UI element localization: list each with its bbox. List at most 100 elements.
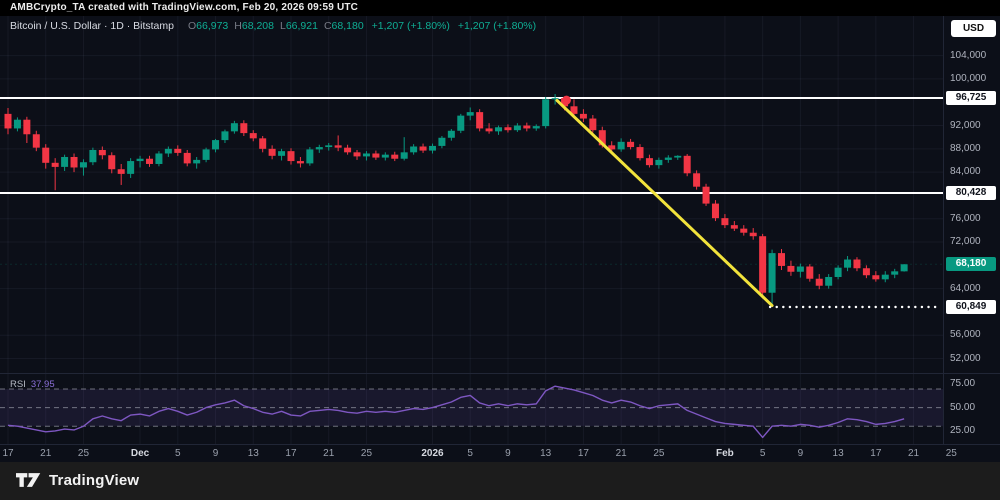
level-price-label: 60,849 [946,300,996,314]
time-tick-label: 13 [832,448,844,459]
candle-body [579,113,587,119]
candle-body [513,125,521,131]
close-value: 68,180 [331,20,364,32]
candle-body [344,147,352,153]
candle-body [730,225,738,229]
price-tick-label: 72,000 [950,236,981,248]
change-value: +1,207 (+1.80%) [371,20,450,32]
candle-body [240,123,248,134]
candle-body [693,173,701,187]
time-tick-label: 5 [467,448,473,459]
candle-body [98,149,106,156]
candle-body [900,264,908,272]
time-tick-label: 25 [653,448,665,459]
candle-body [89,149,97,163]
candle-body [296,161,304,164]
price-tick-label: 52,000 [950,352,981,364]
candle-body [862,268,870,276]
tradingview-brand-text: TradingView [49,471,140,489]
candle-body [249,133,257,139]
candle-body [410,146,418,153]
candle-body [495,127,503,132]
time-axis[interactable]: 17 21 25 Dec 5 9 13 17 21 25 2026 5 9 13 17 21 25 Feb 5 9 13… [0,444,1000,462]
candle-body [51,162,59,167]
tradingview-logo-icon [16,473,41,487]
time-tick-label: 25 [945,448,957,459]
candle-body [32,134,40,148]
candle-body [362,153,370,157]
candle-body [636,147,644,159]
trendline[interactable] [555,98,774,308]
price-tick-label: 76,000 [950,212,981,224]
candle-body [749,232,757,237]
pane-separator[interactable] [0,373,1000,374]
candle-body [466,112,474,116]
candlestick-chart[interactable] [0,0,1000,462]
candle-body [61,156,69,167]
time-tick-label: 17 [2,448,14,459]
candle-body [891,271,899,275]
candle-body [419,146,427,151]
candle-body [504,127,512,131]
candle-body [221,131,229,141]
symbol-legend: Bitcoin / U.S. Dollar · 1D · Bitstamp O66… [10,20,536,32]
last-price-label: 68,180 [946,257,996,272]
candle-body [438,137,446,146]
time-tick-label: 9 [505,448,511,459]
candle-body [268,148,276,156]
level-price-label: 96,725 [946,91,996,105]
time-tick-label: 17 [285,448,297,459]
rsi-name[interactable]: RSI [10,379,26,390]
price-axis[interactable]: 104,000 100,000 96,725 92,000 88,000 84,000 80… [943,16,1000,444]
price-tick-label: 88,000 [950,142,981,154]
attribution-bar: AMBCrypto_TA created with TradingView.co… [0,0,1000,16]
candle-body [796,266,804,272]
candle-body [306,149,314,164]
rsi-line [7,385,905,439]
candle-body [183,152,191,164]
candle-body [334,145,342,148]
candle-body [400,152,408,159]
change-secondary-value: +1,207 (+1.80%) [457,20,537,32]
rsi-legend: RSI 37.95 [10,379,55,390]
candle-body [372,153,380,158]
price-tick-label: 100,000 [950,72,987,84]
candle-body [844,259,852,268]
price-tick-label: 84,000 [950,166,981,178]
time-tick-label: 17 [870,448,882,459]
candle-body [815,278,823,286]
candle-body [523,125,531,129]
marker-dot[interactable] [561,95,571,105]
candle-body [664,157,672,160]
candle-body [259,138,267,149]
low-label: L [279,20,286,32]
candle-body [42,147,50,163]
currency-toggle-button[interactable]: USD [951,20,996,37]
candle-body [212,140,220,150]
time-tick-label: 9 [797,448,804,459]
candle-body [278,151,286,156]
high-value: 68,208 [241,20,274,32]
attribution-text: AMBCrypto_TA created with TradingView.co… [10,2,359,13]
tradingview-logo[interactable]: TradingView [16,471,139,489]
candle-body [872,275,880,280]
candle-body [740,228,748,233]
candle-body [108,155,116,170]
candle-body [608,145,616,150]
candle-body [598,130,606,146]
time-tick-label: 13 [247,448,259,459]
candle-body [881,274,889,280]
rsi-tick-label: 50.00 [950,401,976,413]
price-tick-label: 104,000 [950,49,987,61]
candle-body [627,141,635,148]
candle-body [702,186,710,204]
symbol-title[interactable]: Bitcoin / U.S. Dollar · 1D · Bitstamp [10,20,174,32]
candle-body [155,153,163,164]
candle-body [485,128,493,132]
time-tick-label: 21 [908,448,920,459]
candle-body [70,156,78,168]
candle-body [136,158,144,162]
candle-body [645,158,653,166]
candle-body [202,149,210,160]
